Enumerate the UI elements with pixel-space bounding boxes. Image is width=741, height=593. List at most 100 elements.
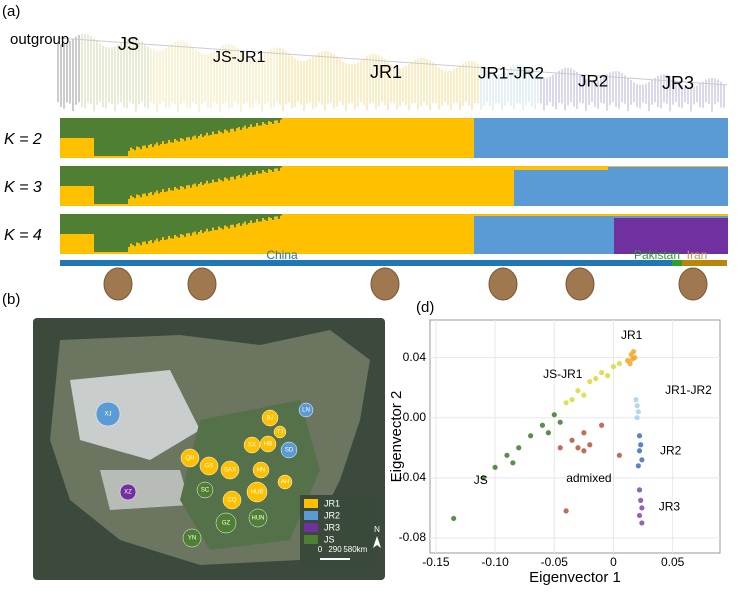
admixture-segment — [126, 214, 128, 252]
admixture-segment — [104, 204, 106, 206]
admixture-segment — [588, 216, 590, 254]
admixture-segment — [76, 138, 78, 158]
admixture-segment — [664, 218, 666, 254]
admixture-segment — [694, 216, 696, 218]
admixture-segment — [644, 214, 646, 216]
admixture-segment — [504, 216, 506, 254]
admixture-segment — [462, 214, 464, 254]
admixture-segment — [518, 214, 520, 216]
admixture-segment — [120, 118, 122, 156]
admixture-segment — [588, 214, 590, 216]
admixture-segment — [666, 218, 668, 254]
admixture-segment — [662, 166, 664, 167]
admixture-segment — [652, 166, 654, 206]
scale-label: 580 — [343, 545, 357, 554]
admixture-segment — [444, 118, 446, 158]
admixture-segment — [422, 214, 424, 254]
admixture-segment — [630, 218, 632, 254]
admixture-segment — [94, 166, 96, 204]
admixture-segment — [646, 118, 648, 158]
admixture-segment — [186, 137, 188, 158]
admixture-segment — [486, 118, 488, 158]
admixture-segment — [102, 214, 104, 252]
admixture-segment — [542, 216, 544, 254]
admixture-segment — [308, 214, 310, 254]
admixture-segment — [500, 166, 502, 206]
admixture-segment — [518, 216, 520, 254]
admixture-segment — [520, 170, 522, 206]
admixture-segment — [258, 173, 260, 206]
admixture-segment — [636, 214, 638, 216]
admixture-segment — [196, 166, 198, 187]
admixture-segment — [130, 195, 132, 206]
admixture-segment — [638, 166, 640, 167]
admixture-segment — [68, 118, 70, 138]
admixture-segment — [612, 214, 614, 216]
data-point — [616, 452, 622, 458]
admixture-segment — [638, 216, 640, 218]
admixture-segment — [716, 218, 718, 254]
admixture-segment — [470, 214, 472, 254]
admixture-segment — [686, 216, 688, 218]
admixture-segment — [286, 118, 288, 158]
admixture-segment — [252, 166, 254, 176]
admixture-segment — [592, 166, 594, 170]
admixture-segment — [90, 166, 92, 186]
admixture-segment — [192, 184, 194, 206]
admixture-segment — [280, 118, 282, 120]
legend-label: JR2 — [324, 510, 340, 520]
admixture-segment — [454, 214, 456, 254]
admixture-segment — [202, 166, 204, 186]
admixture-segment — [352, 214, 354, 254]
admixture-segment — [360, 166, 362, 206]
admixture-segment — [428, 118, 430, 158]
admixture-segment — [156, 166, 158, 191]
admixture-segment — [178, 214, 180, 238]
admixture-segment — [216, 182, 218, 206]
admixture-segment — [168, 188, 170, 206]
site-label: XJ — [104, 412, 111, 418]
admixture-segment — [140, 214, 142, 246]
admixture-segment — [248, 223, 250, 254]
admixture-segment — [692, 118, 694, 158]
admixture-segment — [286, 214, 288, 254]
admixture-segment — [708, 118, 710, 158]
admixture-segment — [532, 216, 534, 254]
admixture-segment — [554, 118, 556, 158]
admixture-segment — [274, 118, 276, 121]
admixture-segment — [606, 166, 608, 170]
admixture-segment — [188, 166, 190, 186]
admixture-segment — [212, 131, 214, 158]
admixture-segment — [100, 166, 102, 204]
admixture-segment — [382, 214, 384, 254]
admixture-segment — [512, 118, 514, 158]
admixture-segment — [290, 214, 292, 254]
site-label: GS — [205, 464, 214, 470]
admixture-segment — [440, 166, 442, 206]
admixture-segment — [606, 170, 608, 206]
admixture-segment — [122, 204, 124, 206]
admixture-segment — [350, 166, 352, 206]
admixture-segment — [288, 214, 290, 254]
admixture-segment — [278, 166, 280, 171]
admixture-segment — [564, 170, 566, 206]
admixture-segment — [114, 252, 116, 254]
admixture-segment — [72, 118, 74, 138]
admixture-segment — [230, 224, 232, 254]
admixture-segment — [608, 166, 610, 206]
admixture-segment — [630, 118, 632, 158]
admixture-segment — [630, 166, 632, 167]
admixture-segment — [606, 216, 608, 254]
admixture-segment — [624, 118, 626, 158]
admixture-segment — [620, 166, 622, 206]
admixture-segment — [358, 214, 360, 254]
admixture-segment — [66, 166, 68, 186]
site-pie — [182, 528, 202, 548]
admixture-segment — [70, 214, 72, 234]
admixture-segment — [182, 214, 184, 235]
admixture-segment — [684, 166, 686, 206]
admixture-segment — [466, 166, 468, 206]
admixture-segment — [344, 166, 346, 206]
admixture-segment — [422, 118, 424, 158]
data-point — [636, 512, 643, 519]
